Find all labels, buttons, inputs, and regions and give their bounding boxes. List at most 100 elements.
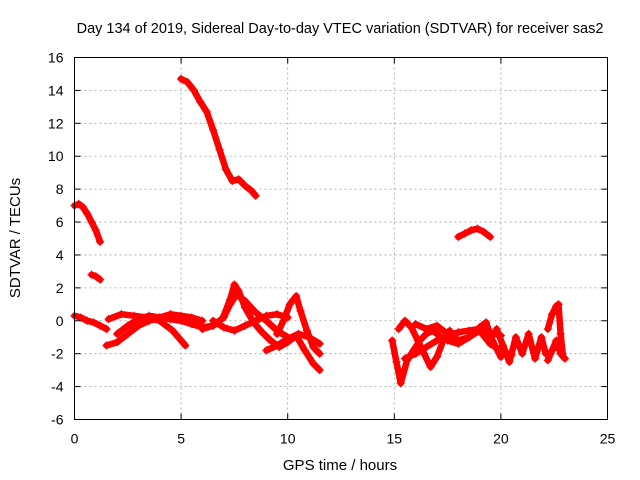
data-point — [134, 314, 143, 324]
data-point — [388, 336, 397, 345]
data-point — [505, 357, 514, 367]
data-point — [422, 342, 431, 352]
data-point — [87, 270, 96, 279]
data-point — [123, 321, 132, 330]
data-point — [234, 287, 243, 296]
data-point — [315, 339, 324, 348]
series-band — [71, 200, 104, 246]
data-point — [91, 272, 100, 281]
data-point — [547, 346, 557, 355]
series-arc-low-4 — [112, 310, 207, 339]
y-tick-label: 12 — [48, 115, 64, 131]
data-point — [292, 291, 301, 301]
y-tick-labels: -6 -4 -2 0 2 4 6 8 10 12 14 16 — [48, 50, 64, 428]
y-tick-label: -2 — [51, 346, 64, 362]
data-point — [315, 365, 324, 375]
series-arc-high-early — [70, 199, 105, 246]
data-point — [272, 341, 282, 350]
data-point — [247, 186, 256, 195]
data-point — [454, 339, 463, 348]
series-band — [263, 330, 323, 354]
data-point — [176, 311, 186, 320]
y-tick-label: 10 — [48, 148, 64, 164]
data-point — [460, 229, 469, 238]
data-point — [554, 300, 563, 309]
data-point — [443, 336, 452, 345]
x-tick-labels: 0 5 10 15 20 25 — [71, 431, 616, 447]
data-point — [543, 324, 552, 334]
data-point — [262, 311, 271, 320]
series-arc-low-7 — [208, 310, 292, 335]
data-point — [76, 313, 86, 322]
data-point — [198, 316, 207, 325]
series-band — [273, 292, 323, 357]
data-point — [432, 352, 442, 362]
data-point — [309, 359, 318, 368]
data-point — [400, 316, 410, 325]
y-axis-label: SDTVAR / TECUs — [7, 178, 24, 298]
data-point — [300, 346, 309, 355]
data-point — [95, 275, 105, 284]
data-point — [543, 356, 552, 365]
series-arc-low-8 — [272, 291, 324, 358]
data-point — [240, 303, 250, 312]
data-point — [196, 97, 205, 107]
x-tick-label: 10 — [280, 431, 296, 447]
data-point — [479, 227, 488, 237]
data-point — [230, 326, 239, 335]
data-point — [524, 329, 533, 339]
data-point — [266, 336, 275, 345]
data-point — [511, 333, 520, 342]
data-point — [166, 310, 175, 319]
data-point — [296, 306, 305, 316]
y-tick-label: -4 — [51, 379, 64, 395]
data-point — [187, 319, 196, 329]
y-tick-label: 8 — [56, 181, 64, 197]
data-point — [251, 191, 260, 200]
data-point — [407, 323, 416, 332]
data-point — [219, 323, 228, 332]
data-point — [304, 333, 314, 342]
data-point — [251, 308, 260, 317]
data-point — [396, 379, 405, 388]
data-point — [432, 321, 442, 330]
data-point — [486, 232, 495, 242]
data-point — [547, 310, 557, 319]
data-point — [187, 313, 196, 322]
data-point — [294, 329, 303, 339]
data-point — [208, 316, 218, 325]
data-point — [240, 321, 250, 330]
data-point — [219, 311, 228, 320]
grid — [74, 57, 608, 420]
data-point — [302, 326, 312, 335]
data-point — [552, 336, 561, 345]
data-point — [95, 321, 105, 330]
series-arc-late-7 — [492, 324, 550, 367]
data-point — [272, 329, 282, 339]
data-point — [168, 326, 177, 335]
data-point — [498, 341, 508, 350]
chart-title: Day 134 of 2019, Sidereal Day-to-day VTE… — [77, 21, 604, 37]
data-point — [556, 349, 565, 358]
series-arc-descending — [176, 74, 260, 200]
x-tick-label: 0 — [71, 431, 79, 447]
series-band — [177, 75, 259, 199]
data-point — [221, 165, 231, 174]
data-point — [112, 338, 122, 347]
data-point — [251, 316, 260, 325]
y-tick-label: -6 — [51, 412, 64, 428]
data-point — [411, 319, 420, 329]
data-point — [257, 328, 267, 337]
data-series — [70, 74, 570, 388]
data-point — [556, 329, 565, 339]
series-arc-late-6 — [454, 224, 495, 242]
data-point — [112, 329, 122, 339]
data-point — [176, 74, 186, 84]
data-point — [285, 300, 294, 309]
x-tick-label: 5 — [177, 431, 185, 447]
data-point — [225, 295, 235, 304]
data-point — [240, 181, 250, 190]
data-point — [189, 86, 199, 95]
data-point — [183, 78, 192, 87]
